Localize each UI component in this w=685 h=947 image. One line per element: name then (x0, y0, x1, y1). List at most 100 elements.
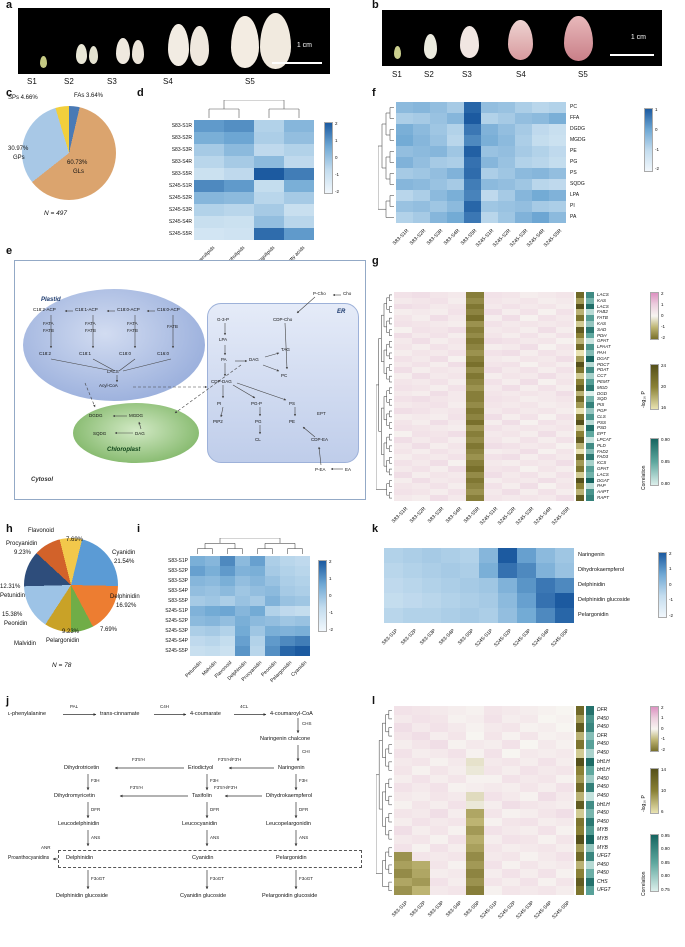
heatmap-cell (515, 124, 532, 135)
colorbar-tick: -1 (655, 146, 660, 152)
heatmap-cell (284, 132, 314, 144)
heatmap-cell (430, 124, 447, 135)
heatmap-cell (532, 135, 549, 146)
heatmap-logp-cell (576, 448, 584, 455)
heatmap-cell (430, 817, 448, 827)
heatmap-cell (466, 378, 484, 385)
heatmap-cell (220, 636, 235, 646)
heatmap-cell (447, 179, 464, 190)
heatmap-cell (430, 413, 448, 420)
heatmap-cell (556, 373, 574, 379)
heatmap-cell (498, 146, 515, 157)
enzyme: CHS (302, 721, 312, 726)
heatmap-cell (448, 757, 466, 767)
metabolite: C18:2 (39, 351, 52, 356)
heatmap-logp-cell (576, 477, 584, 484)
pie-callout-delphinidin: Delphinidin (110, 594, 140, 600)
heatmap-cell (412, 460, 430, 466)
heatmap-cell (430, 349, 448, 356)
heatmap-cell (466, 407, 484, 414)
heatmap-cell (430, 460, 448, 466)
heatmap-cell (556, 877, 574, 887)
heatmap-cell (520, 714, 538, 724)
heatmap-cell (448, 320, 466, 327)
heatmap-corr-cell (586, 332, 594, 339)
heatmap-row-label: S83-S1P (167, 558, 188, 564)
heatmap-cell (430, 442, 448, 449)
heatmap-cell (448, 390, 466, 397)
heatmap-cell (556, 723, 574, 732)
heatmap-cell (394, 454, 412, 461)
heatmap-row-label: S83-S4R (171, 159, 192, 165)
heatmap-cell (412, 413, 430, 420)
pie-n-label: N = 497 (44, 210, 67, 217)
heatmap-cell (394, 315, 412, 321)
pie-callout-gls: GLs (73, 169, 85, 175)
heatmap-cell (538, 332, 556, 339)
heatmap-corr-cell (586, 338, 594, 345)
enzyme: FATB (127, 328, 138, 333)
colorbar-tick: 0.90 (661, 846, 670, 852)
heatmap-cell (484, 809, 502, 818)
enzyme: FATB (167, 324, 178, 329)
heatmap-cell (538, 783, 556, 792)
heatmap-cell (538, 373, 556, 379)
heatmap-row-label: RAPT (597, 494, 610, 500)
heatmap-cell (466, 355, 484, 362)
anthocyanidin-dashed-box (58, 850, 362, 868)
colorbar-tick: 2 (661, 705, 664, 710)
heatmap-cell (520, 373, 538, 379)
heatmap-cell (502, 494, 520, 501)
heatmap-cell (502, 843, 520, 853)
heatmap-logp-cell (576, 489, 584, 495)
heatmap-cell (430, 706, 448, 715)
metabolite: CDP-EA (311, 437, 329, 442)
heatmap-cell (430, 378, 448, 385)
heatmap-col-label: S83-S1P (390, 900, 410, 919)
heatmap-cell (396, 157, 413, 168)
heatmap-cell (484, 309, 502, 316)
heatmap-cell (448, 442, 466, 449)
heatmap-cell (464, 102, 481, 113)
heatmap-cell (220, 606, 235, 616)
heatmap-cell (441, 563, 460, 578)
metabolite: G-3-P (217, 317, 230, 322)
heatmap-cell (466, 489, 484, 495)
heatmap-row-label: PG (570, 159, 578, 165)
heatmap-cell (498, 157, 515, 168)
heatmap-cell (479, 563, 498, 578)
heatmap-corr-cell (586, 309, 594, 316)
heatmap-cell (502, 344, 520, 350)
heatmap-cell (502, 454, 520, 461)
heatmap-cell (394, 843, 412, 853)
heatmap-cell (481, 135, 498, 146)
heatmap-cell (412, 783, 430, 792)
heatmap-cell (502, 413, 520, 420)
heatmap-cell (520, 494, 538, 501)
seed (132, 40, 144, 64)
heatmap-cell (515, 212, 532, 223)
heatmap-row-label: KCS (597, 460, 607, 466)
heatmap-cell (430, 425, 448, 432)
pie-disc (22, 106, 116, 200)
heatmap-cell (520, 465, 538, 472)
heatmap-cell (481, 157, 498, 168)
heatmap-cell (430, 201, 447, 212)
colorbar-tick: 1 (661, 301, 664, 307)
heatmap-cell (448, 448, 466, 455)
heatmap-cell (484, 402, 502, 408)
heatmap-cell (556, 809, 574, 818)
heatmap-row-label: PC (570, 104, 577, 110)
heatmap-cell (430, 740, 448, 749)
heatmap-cell (532, 179, 549, 190)
heatmap-cell (498, 563, 517, 578)
heatmap-col-label: S83-S1R (390, 506, 410, 525)
stage-label: S2 (424, 70, 434, 79)
heatmap-cell (448, 494, 466, 501)
heatmap-cell (538, 436, 556, 443)
colorbar-tick: -2 (661, 746, 666, 752)
heatmap-logp-cell (576, 396, 584, 403)
heatmap-row-label: S245-S3P (165, 628, 188, 634)
heatmap-cell (520, 809, 538, 818)
heatmap-cell (430, 179, 447, 190)
